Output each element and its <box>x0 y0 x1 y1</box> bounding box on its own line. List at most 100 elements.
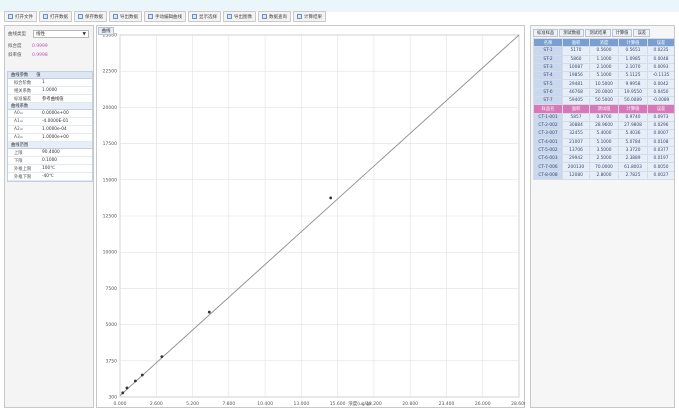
data-point[interactable] <box>329 196 333 200</box>
table-cell: 50.5000 <box>589 96 619 106</box>
table-cell: 21007 <box>562 137 590 147</box>
table-row[interactable]: CT-8-008 12080 2.8000 2.7825 0.0027 <box>533 170 674 181</box>
table-header-cell: 面积 <box>562 104 590 114</box>
range-row[interactable]: 下限 0.1000 <box>8 157 92 165</box>
table-cell: 5.4036 <box>618 129 648 139</box>
table-cell: 3.3720 <box>618 145 648 156</box>
table-cell: 0.9740 <box>618 112 648 122</box>
data-point[interactable] <box>160 355 164 359</box>
table-header-cell: 计算值 <box>618 37 648 48</box>
table-cell: 1.1000 <box>589 54 619 64</box>
coef-row[interactable]: A1= -4.0000E-01 <box>8 118 92 126</box>
param-row[interactable]: 相关系数 1.0000 <box>8 87 92 95</box>
coef-section-header[interactable]: 曲线系数 <box>8 103 92 110</box>
y-tick-label: 12500 <box>103 214 117 220</box>
table-cell: 0.0296 <box>647 120 674 131</box>
export-image-label: 导出图像 <box>234 14 252 20</box>
slope-value: 0.9998 <box>32 52 48 58</box>
y-tick-label: 15000 <box>103 177 117 183</box>
range-row[interactable]: 外推下限 -40℃ <box>8 173 92 181</box>
open-file-label: 打开文件 <box>15 14 33 20</box>
range-row[interactable]: 外推上限 100℃ <box>8 165 92 173</box>
data-point[interactable] <box>125 386 129 390</box>
table-cell: 13706 <box>562 145 590 156</box>
table-cell: 5.0784 <box>618 137 648 147</box>
table-row[interactable]: ST-3 10087 2.1000 2.1070 0.0093 <box>533 62 674 73</box>
open-file-button[interactable]: 打开文件 <box>4 11 37 22</box>
table-cell: 19.9550 <box>618 87 648 98</box>
fit-degree-value: 0.9999 <box>32 43 48 49</box>
curve-type-row: 曲线类型 <box>8 30 32 38</box>
curve-type-select[interactable]: 线性 ▼ <box>33 30 89 38</box>
edit-curve-button[interactable]: 手动编辑曲线 <box>144 11 186 22</box>
display-select-button[interactable]: 显示选择 <box>188 11 221 22</box>
table-cell: 20.0000 <box>589 87 619 98</box>
param-row[interactable]: 标准偏差 参考曲线值 <box>8 95 92 103</box>
range-section-header[interactable]: 曲线范围 <box>8 142 92 149</box>
table-row[interactable]: ST-5 29481 10.5000 9.9958 0.0042 <box>533 79 674 89</box>
table-cell: 46768 <box>562 87 590 98</box>
tab-standards[interactable]: 标准样品 <box>533 29 559 37</box>
export-image-button[interactable]: 导出图像 <box>223 11 256 22</box>
table-cell: 0.5651 <box>618 46 648 56</box>
table-cell: 2.1000 <box>589 62 619 73</box>
range-row[interactable]: 上限 90.4000 <box>8 149 92 157</box>
table-row[interactable]: CT-6-003 29942 2.5000 2.3889 0.0197 <box>533 154 674 164</box>
table-row[interactable]: ST-6 46768 20.0000 19.9550 0.0450 <box>533 87 674 98</box>
data-point[interactable] <box>133 379 137 383</box>
table-row[interactable]: ST-2 5860 1.1000 1.0985 0.0048 <box>533 54 674 64</box>
table-row[interactable]: CT-5-002 13706 3.5000 3.3720 0.0377 <box>533 145 674 156</box>
tab-test-results[interactable]: 测试结果 <box>585 29 611 37</box>
table-row[interactable]: CT-4-001 21007 5.1000 5.0784 0.0108 <box>533 137 674 147</box>
x-tick-label: 13.000 <box>293 401 309 407</box>
table-row[interactable]: CT-1-001 5857 0.9700 0.9740 0.0973 <box>533 112 674 122</box>
table-cell: 0.0235 <box>647 46 674 56</box>
tab-test-data[interactable]: 测试数据 <box>559 29 585 37</box>
results-panel: 标准样品 测试数据 测试结果 计算值 误差 名称 面积 浓度 计算值 误差 ST-1 517… <box>530 25 675 408</box>
table-row[interactable]: ST-7 59405 50.5000 50.0089 -0.0089 <box>533 96 674 106</box>
open-data-button[interactable]: 打开数据 <box>39 11 72 22</box>
data-point[interactable] <box>207 310 211 314</box>
coef-value: 1.0000e+00 <box>42 135 69 140</box>
coef-row[interactable]: A0= 0.0000e+00 <box>8 110 92 118</box>
range-key: 上限 <box>14 150 23 156</box>
table-cell: 29942 <box>562 154 590 164</box>
table-row[interactable]: ST-4 19856 5.1000 5.1125 -0.1135 <box>533 71 674 81</box>
table-row[interactable]: CT-3-007 32455 5.4000 5.4036 0.0007 <box>533 129 674 139</box>
window-top-band <box>0 0 679 12</box>
x-tick-label: 7.800 <box>222 401 235 407</box>
params-header-col1: 曲线参数 <box>11 73 29 78</box>
data-point[interactable] <box>121 391 125 395</box>
table-cell: -0.1135 <box>647 71 674 81</box>
table-cell: 0.0042 <box>647 79 674 89</box>
tab-curve[interactable]: 曲线 <box>98 27 114 35</box>
param-value: 参考曲线值 <box>42 96 64 102</box>
image-icon <box>227 14 232 19</box>
coef-row[interactable]: A2= 1.0000e-04 <box>8 126 92 134</box>
param-key: 标准偏差 <box>14 96 32 102</box>
coef-row[interactable]: A3= 1.0000e+00 <box>8 134 92 142</box>
fit-degree-row: 拟合度 0.9999 <box>8 42 48 50</box>
table-cell: 0.0450 <box>647 87 674 98</box>
tab-error[interactable]: 误差 <box>633 29 651 37</box>
fit-degree-label: 拟合度 <box>8 44 22 49</box>
table-cell: 9.9958 <box>618 79 648 89</box>
table-cell: ST-6 <box>533 87 563 98</box>
tab-calc-values[interactable]: 计算值 <box>611 29 633 37</box>
table-cell: 0.0108 <box>647 137 674 147</box>
range-value: -40℃ <box>42 174 54 179</box>
params-header: 曲线参数 值 <box>8 72 92 79</box>
calibration-chart[interactable]: 0.000 2.600 5.200 7.800 10.400 13.000 15.600 18… <box>96 25 525 408</box>
param-row[interactable]: 拟合阶数 1 <box>8 79 92 87</box>
table-cell: 0.0027 <box>647 170 674 181</box>
data-query-button[interactable]: 数据查询 <box>258 11 291 22</box>
export-data-button[interactable]: 导出数据 <box>109 11 142 22</box>
table-cell: ST-3 <box>533 62 563 73</box>
table-row[interactable]: CT-7-006 200130 70.0000 61.8003 0.0050 <box>533 162 674 172</box>
data-point[interactable] <box>140 373 144 377</box>
save-data-button[interactable]: 保存数据 <box>74 11 107 22</box>
table-row[interactable]: CT-2-002 30884 28.9600 27.9808 0.0296 <box>533 120 674 131</box>
param-value: 1.0000 <box>42 88 58 93</box>
calc-result-button[interactable]: 计算结果 <box>293 11 326 22</box>
table-row[interactable]: ST-1 5170 0.5600 0.5651 0.0235 <box>533 46 674 56</box>
